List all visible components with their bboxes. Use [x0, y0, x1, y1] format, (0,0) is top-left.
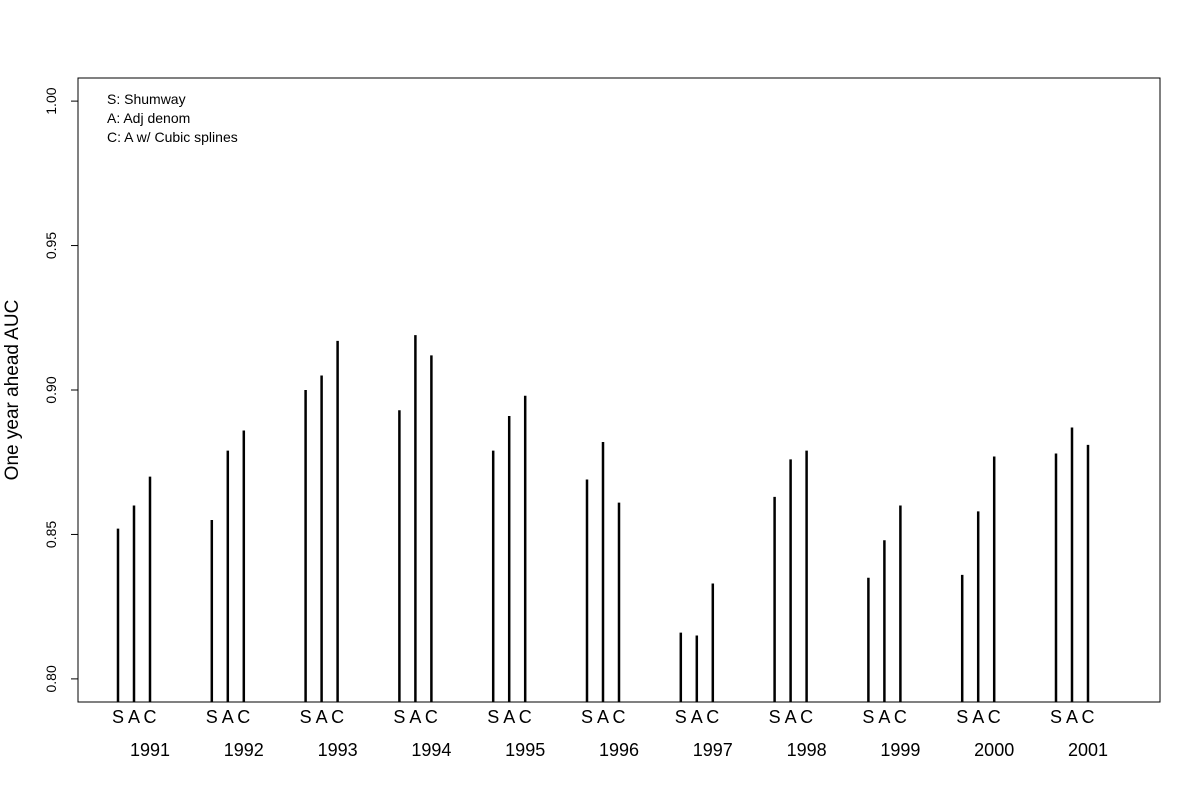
year-label: 2001: [1068, 740, 1108, 760]
bar-letter-label: C: [519, 707, 532, 727]
bar-letter-label: C: [613, 707, 626, 727]
y-tick-label: 0.90: [43, 376, 59, 403]
bar-letter-label: S: [393, 707, 405, 727]
bar-letter-label: S: [675, 707, 687, 727]
bar-letter-label: A: [878, 707, 890, 727]
bar-letter-label: C: [1082, 707, 1095, 727]
year-label: 1994: [411, 740, 451, 760]
year-label: 2000: [974, 740, 1014, 760]
bar-letter-label: C: [800, 707, 813, 727]
year-label: 1995: [505, 740, 545, 760]
year-label: 1992: [224, 740, 264, 760]
bar-letter-label: C: [988, 707, 1001, 727]
bar-letter-label: S: [581, 707, 593, 727]
bar-letter-label: A: [785, 707, 797, 727]
bar-letter-label: A: [222, 707, 234, 727]
year-label: 1996: [599, 740, 639, 760]
bar-letter-label: S: [956, 707, 968, 727]
bar-letter-label: S: [862, 707, 874, 727]
bar-letter-label: A: [691, 707, 703, 727]
year-label: 1991: [130, 740, 170, 760]
bar-letter-label: C: [144, 707, 157, 727]
bar-letter-label: A: [128, 707, 140, 727]
year-label: 1997: [693, 740, 733, 760]
bar-letter-label: C: [331, 707, 344, 727]
y-axis-ticks: 0.80 0.85 0.90 0.95 1.00: [43, 87, 78, 693]
bar-letter-label: S: [487, 707, 499, 727]
bar-letter-label: S: [300, 707, 312, 727]
year-labels: 1991 1992 1993 1994 1995 1996 1997 1998 1999 2000…: [130, 740, 1108, 760]
bar-letter-label: A: [316, 707, 328, 727]
bar-letter-label: A: [409, 707, 421, 727]
legend: S: Shumway A: Adj denom C: A w/ Cubic sp…: [107, 91, 238, 145]
bar-letter-label: C: [894, 707, 907, 727]
legend-entry-shumway: S: Shumway: [107, 91, 186, 107]
bar-letter-label: A: [597, 707, 609, 727]
bar-letter-label: S: [112, 707, 124, 727]
y-tick-label: 0.85: [43, 521, 59, 548]
bar-letter-label: A: [972, 707, 984, 727]
bar-letter-label: S: [206, 707, 218, 727]
year-label: 1999: [880, 740, 920, 760]
bar-letter-label: C: [237, 707, 250, 727]
legend-entry-adj-denom: A: Adj denom: [107, 110, 190, 126]
bar-letter-label: S: [1050, 707, 1062, 727]
bar-letter-label: C: [425, 707, 438, 727]
legend-entry-cubic-splines: C: A w/ Cubic splines: [107, 129, 238, 145]
y-tick-label: 0.80: [43, 665, 59, 692]
y-tick-label: 0.95: [43, 232, 59, 259]
year-label: 1993: [318, 740, 358, 760]
bar-series: [116, 335, 1090, 702]
bar-letter-label: A: [1066, 707, 1078, 727]
y-axis-label: One year ahead AUC: [2, 300, 23, 481]
bar-letter-label: C: [706, 707, 719, 727]
bar-letter-label: A: [503, 707, 515, 727]
bar-letter-label: S: [769, 707, 781, 727]
year-label: 1998: [787, 740, 827, 760]
y-tick-label: 1.00: [43, 87, 59, 114]
